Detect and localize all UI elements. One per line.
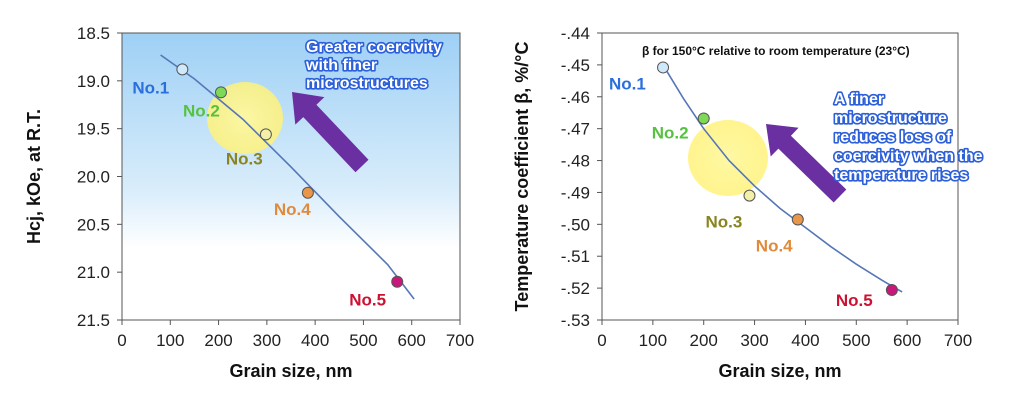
x-tick-label: 0 [597,331,606,350]
trend-line [160,54,415,300]
x-tick-label: 0 [117,331,126,350]
y-tick-label: -.48 [561,152,590,171]
y-tick-label: 19.5 [77,120,110,139]
x-axis-label: Grain size, nm [718,361,841,381]
point-label: No.1 [609,74,646,93]
y-tick-label: -.45 [561,56,590,75]
data-point [885,284,898,297]
x-tick-label: 400 [301,331,329,350]
trend-arrow-icon [766,124,847,203]
x-tick-label: 200 [690,331,718,350]
y-tick-label: 21.5 [77,311,110,330]
annotation-line: coercivity when the [834,148,983,165]
trend-arrow-icon [292,92,369,173]
annotation-line: Greater coercivity [306,39,442,56]
y-tick-label: -.52 [561,279,590,298]
annotation-line: temperature rises [834,167,968,184]
point-label: No.3 [226,149,263,168]
x-tick-label: 700 [944,331,972,350]
point-label: No.4 [274,200,311,219]
chart-coercivity: 0 100 200 300 400 500 600 700 18.5 19.0 19.5 20.0 20… [24,24,474,381]
annotation-line: microstructure [834,110,947,127]
data-point [214,86,227,99]
point-label: No.4 [756,237,793,256]
y-tick-label: -.46 [561,88,590,107]
chart-subtitle: β for 150°C relative to room temperature… [642,44,910,58]
x-tick-label: 100 [156,331,184,350]
x-tick-label: 400 [791,331,819,350]
plot-area [601,32,959,321]
data-point [301,186,314,199]
point-label: No.5 [349,291,386,310]
annotation-line: A finer [834,91,884,108]
data-point [259,128,272,141]
y-tick-label: 20.5 [77,215,110,234]
data-point [697,112,710,125]
y-tick-label: 20.0 [77,168,110,187]
x-tick-label: 100 [639,331,667,350]
y-axis-label: Hcj, kOe, at R.T. [24,109,44,244]
point-label: No.2 [652,123,689,142]
x-tick-label: 700 [446,331,474,350]
point-label: No.5 [836,291,873,310]
y-tick-label: 21.0 [77,263,110,282]
x-tick-label: 300 [253,331,281,350]
data-point [791,213,804,226]
data-point [657,61,670,74]
y-tick-label: 19.0 [77,72,110,91]
x-tick-label: 500 [842,331,870,350]
point-label: No.3 [705,213,742,232]
data-point [391,275,404,288]
y-tick-label: -.50 [561,215,590,234]
chart-temperature-coefficient: 0 100 200 300 400 500 600 700 -.44 -.45 -.46 -.47 -.… [512,24,984,381]
data-point [176,63,189,76]
annotation-line: microstructures [306,75,428,92]
y-tick-label: -.47 [561,120,590,139]
annotation-line: reduces loss of [834,129,952,146]
x-tick-label: 600 [893,331,921,350]
y-axis-label: Temperature coefficient β, %/°C [512,42,532,312]
y-tick-label: -.51 [561,247,590,266]
y-tick-label: -.53 [561,311,590,330]
y-tick-label: -.49 [561,183,590,202]
y-tick-label: 18.5 [77,24,110,43]
annotation-line: with finer [305,57,377,74]
x-tick-label: 600 [398,331,426,350]
data-point [743,189,756,202]
x-axis-label: Grain size, nm [229,361,352,381]
y-tick-label: -.44 [561,24,590,43]
x-tick-label: 200 [204,331,232,350]
x-tick-label: 500 [349,331,377,350]
trend-line [662,64,903,293]
x-tick-label: 300 [740,331,768,350]
plot-area [121,32,461,321]
point-label: No.1 [132,78,169,97]
point-label: No.2 [183,101,220,120]
